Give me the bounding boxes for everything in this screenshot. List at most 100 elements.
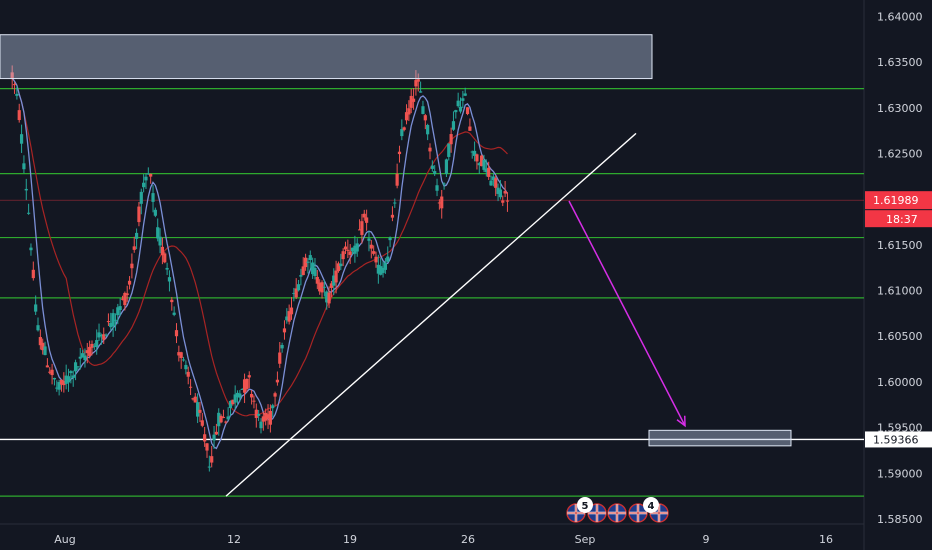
projection-arrow-head[interactable]	[676, 415, 686, 428]
candle-body	[64, 375, 68, 384]
candle-176	[423, 113, 427, 130]
event-count-label: 5	[582, 501, 589, 512]
supply-zone-rect[interactable]	[0, 34, 653, 80]
candle-83	[205, 442, 209, 458]
drawings[interactable]	[0, 34, 792, 497]
candle-139	[336, 261, 341, 273]
event-count-badge[interactable]: 5	[577, 497, 593, 513]
candle-body	[24, 188, 28, 191]
candle-67	[167, 270, 172, 292]
candle-177	[426, 123, 430, 141]
candle-body	[149, 173, 153, 177]
candle-body	[59, 379, 64, 385]
candle-body	[36, 325, 40, 331]
projection-arrow-line[interactable]	[568, 200, 686, 427]
candle-body	[355, 243, 359, 252]
candle-180	[433, 165, 437, 176]
candle-body	[315, 276, 319, 284]
candle-body	[292, 292, 296, 294]
candle-53	[134, 228, 139, 250]
candle-181	[435, 178, 439, 197]
candle-113	[275, 371, 280, 386]
candle-27	[73, 359, 78, 381]
candle-17	[50, 363, 54, 385]
candle-body	[463, 93, 467, 96]
candle-28	[76, 366, 80, 371]
candle-body	[69, 371, 73, 374]
candle-body	[480, 155, 484, 167]
price-tick-label: 1.63500	[877, 56, 923, 69]
candle-93	[228, 400, 233, 416]
candle-body	[200, 420, 204, 426]
target-zone-rect[interactable]	[648, 429, 792, 447]
price-tick-label: 1.62500	[877, 147, 923, 160]
candle-body	[198, 409, 202, 413]
candle-body	[383, 262, 387, 270]
candle-body	[226, 416, 230, 420]
candle-156	[376, 254, 380, 284]
uk-flag-icon[interactable]	[628, 503, 648, 523]
candle-body	[27, 212, 31, 214]
candle-body	[388, 237, 392, 241]
candle-body	[191, 398, 195, 400]
candle-94	[231, 399, 235, 406]
candle-2	[15, 85, 19, 100]
candle-body	[261, 416, 265, 422]
candle-42	[109, 312, 113, 331]
uk-flag-icon[interactable]	[587, 503, 607, 523]
candle-body	[428, 147, 432, 152]
candle-body	[78, 356, 82, 359]
candle-body	[34, 304, 38, 312]
candle-162	[390, 206, 395, 222]
candle-99	[242, 373, 247, 404]
candle-body	[468, 126, 472, 131]
candle-body	[19, 134, 24, 144]
uk-flag-icon[interactable]	[607, 503, 627, 523]
candle-0	[10, 65, 14, 90]
candle-107	[261, 411, 265, 431]
candle-194	[465, 107, 470, 116]
candle-82	[203, 426, 207, 447]
candle-body	[62, 380, 66, 386]
candle-59	[149, 173, 153, 184]
candle-body	[360, 221, 364, 235]
candle-182	[437, 199, 441, 210]
candle-117	[285, 308, 289, 324]
candle-body	[231, 399, 235, 405]
candle-142	[343, 241, 348, 254]
candle-body	[442, 183, 446, 185]
candle-191	[458, 97, 463, 114]
event-count-badge[interactable]: 4	[643, 497, 659, 513]
candle-24	[66, 368, 71, 392]
candle-6	[24, 178, 28, 200]
candle-body	[245, 378, 249, 390]
candle-body	[203, 434, 207, 442]
candle-100	[245, 378, 249, 392]
price-tick-label: 1.61000	[877, 285, 923, 298]
candle-body	[336, 263, 341, 272]
candle-body	[90, 343, 94, 348]
candle-73	[181, 356, 186, 362]
candle-body	[76, 366, 80, 368]
candle-206	[494, 175, 498, 197]
candle-188	[451, 111, 456, 131]
candle-body	[165, 267, 169, 270]
price-tick-label: 1.59000	[877, 467, 923, 480]
candle-body	[134, 232, 139, 239]
candle-body	[111, 313, 115, 327]
candle-166	[400, 119, 404, 141]
candle-19	[55, 380, 59, 392]
candle-body	[127, 280, 132, 285]
candle-body	[372, 251, 376, 254]
candle-body	[268, 410, 272, 425]
candle-62	[156, 218, 160, 242]
candle-52	[132, 236, 136, 253]
candle-body	[404, 112, 409, 121]
trendline[interactable]	[225, 132, 637, 497]
candle-88	[217, 408, 221, 436]
candle-197	[472, 141, 477, 162]
candle-body	[137, 206, 141, 223]
candle-10	[34, 295, 38, 316]
